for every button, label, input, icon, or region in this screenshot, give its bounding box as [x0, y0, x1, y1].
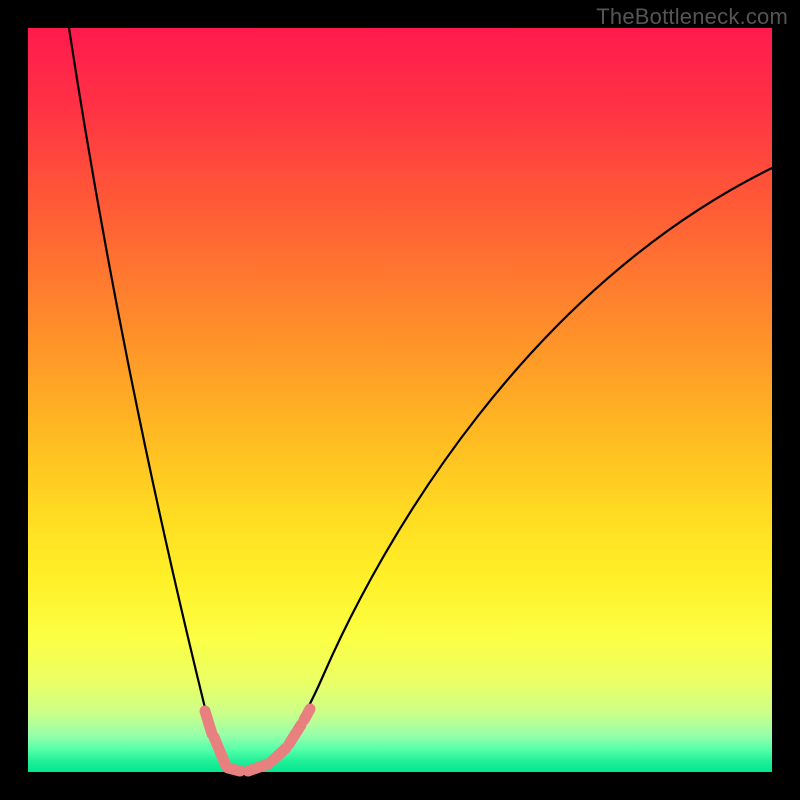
watermark-text: TheBottleneck.com	[596, 4, 788, 30]
chart-svg	[28, 28, 772, 772]
chart-plot-area	[28, 28, 772, 772]
marker-segment	[228, 768, 240, 771]
marker-segment	[214, 737, 226, 766]
marker-segment	[304, 709, 310, 720]
marker-segment	[248, 764, 268, 771]
marker-segment	[205, 711, 212, 734]
marker-segment	[289, 725, 301, 744]
bottleneck-curve-left	[69, 28, 235, 772]
bottleneck-curve-right	[250, 168, 772, 772]
marker-group	[205, 709, 310, 771]
marker-segment	[272, 748, 286, 761]
